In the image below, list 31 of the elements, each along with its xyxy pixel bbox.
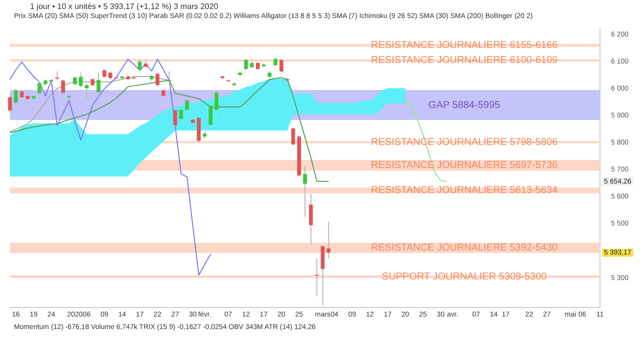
band-label: RESISTANCE JOURNALIERE 5392-5430: [371, 242, 558, 254]
candlestick: [38, 81, 42, 96]
candlestick: [208, 104, 213, 128]
candlestick: [138, 58, 142, 72]
candlestick: [96, 72, 100, 95]
band-label: GAP 5884-5995: [428, 100, 501, 111]
candlestick: [244, 58, 248, 71]
candlestick: [173, 108, 178, 128]
candlestick: [167, 70, 172, 84]
candlestick: [14, 88, 18, 106]
candlestick: [84, 83, 89, 100]
candlestick: [61, 78, 66, 95]
band-label: RESISTANCE JOURNALIERE 5613-5634: [371, 185, 558, 196]
candlestick: [55, 70, 60, 82]
band-label: RESISTANCE JOURNALIERE 6100-6109: [371, 55, 558, 66]
candlestick: [185, 98, 189, 112]
candlestick: [326, 221, 331, 259]
candlestick: [308, 193, 313, 245]
candlestick: [303, 166, 307, 218]
candlestick: [214, 90, 218, 112]
candlestick: [156, 72, 160, 87]
candlestick: [320, 244, 325, 306]
band-label: RESISTANCE JOURNALIERE 6155-6166: [371, 40, 558, 52]
candlestick: [314, 258, 319, 298]
candlestick: [8, 94, 12, 114]
candlestick: [196, 116, 201, 144]
candlestick: [279, 58, 284, 73]
candlestick: [291, 126, 296, 146]
chart-title: 1 jour • 10 x unités • 5 393,17 (+1,12 %) 3 mars 2020: [30, 2, 218, 11]
band-label: SUPPORT JOURNALIER 5309-5300: [382, 271, 548, 282]
candlestick: [179, 108, 184, 121]
